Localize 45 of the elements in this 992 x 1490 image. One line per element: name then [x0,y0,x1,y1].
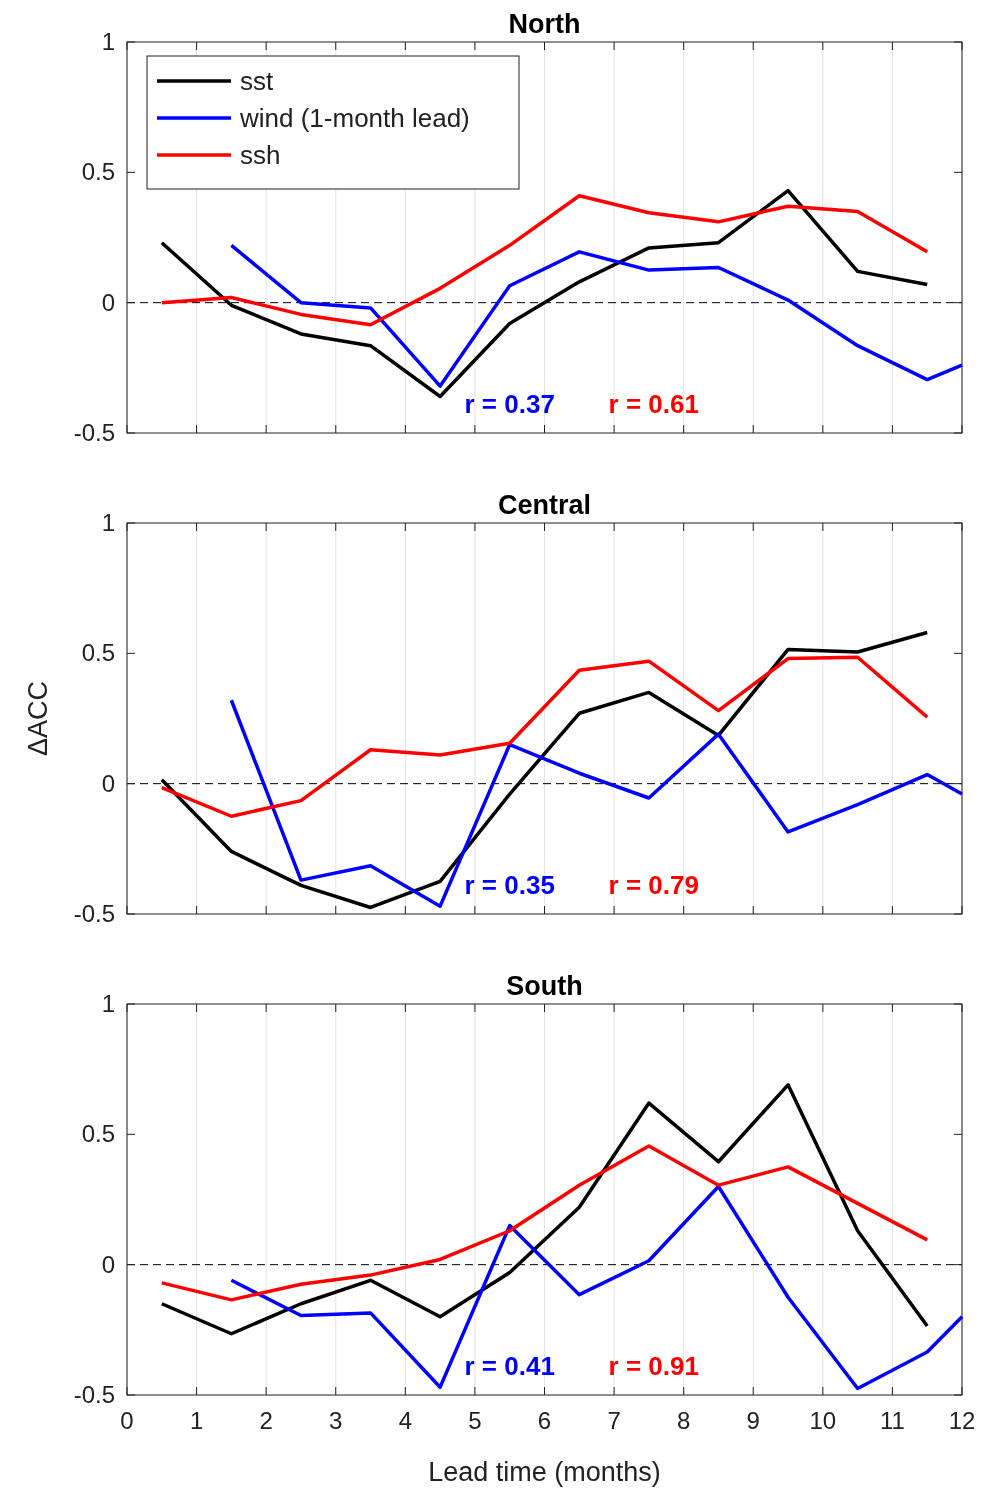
x-tick-label: 10 [809,1407,837,1434]
x-tick-label: 6 [537,1407,552,1434]
y-tick-label: -0.5 [73,900,115,927]
line-series [160,655,929,818]
x-axis-title: Lead time (months) [428,1457,661,1487]
x-tick-label: 0 [120,1407,134,1434]
legend-label: sst [240,66,274,96]
annotation: r = 0.91 [608,1351,699,1381]
y-tick-label: 0 [101,1250,115,1278]
y-tick-label: 0.5 [81,639,115,667]
x-tick-label: 11 [879,1407,905,1434]
y-tick-label: 1 [101,509,115,536]
chart-title: Central [497,490,592,520]
y-tick-label: -0.5 [73,1381,115,1408]
x-tick-label: 9 [746,1407,760,1434]
line-series [229,698,964,908]
y-tick-label: 1 [101,990,115,1017]
x-tick-label: 4 [398,1407,413,1434]
legend-label: ssh [240,140,281,170]
y-axis-title: ΔACC [23,680,53,757]
y-tick-label: -0.5 [73,419,115,446]
annotation: r = 0.41 [464,1351,555,1381]
y-tick-label: 0.5 [81,158,115,186]
x-tick-label: 12 [948,1407,976,1434]
line-series [229,1184,964,1391]
x-tick-label: 5 [468,1407,482,1434]
line-series [160,1144,929,1302]
annotation: r = 0.35 [464,870,555,900]
legend-label: wind (1-month lead) [239,103,470,133]
x-tick-label: 1 [189,1407,204,1434]
line-series [160,194,929,327]
annotation: r = 0.79 [608,870,699,900]
x-tick-label: 7 [607,1407,621,1434]
chart-title: North [508,9,581,39]
y-tick-label: 0 [101,288,115,316]
chart-title: South [506,971,583,1001]
x-tick-label: 8 [676,1407,691,1434]
annotation: r = 0.61 [608,389,699,419]
y-tick-label: 0.5 [81,1120,115,1148]
x-tick-label: 2 [259,1407,273,1434]
y-tick-label: 1 [101,28,115,55]
annotation: r = 0.37 [464,389,555,419]
x-tick-label: 3 [329,1407,343,1434]
line-series [229,243,964,388]
y-tick-label: 0 [101,769,115,797]
